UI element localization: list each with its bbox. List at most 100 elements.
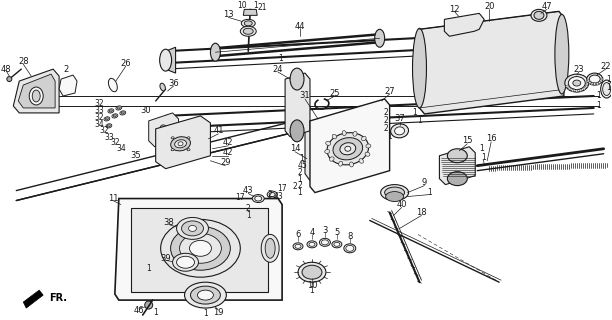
Ellipse shape [572,89,574,92]
Polygon shape [13,69,59,113]
Polygon shape [166,47,176,73]
Text: 4: 4 [309,228,315,237]
Ellipse shape [599,81,601,84]
Text: 37: 37 [394,114,405,124]
Text: 34: 34 [94,120,104,129]
Text: 1: 1 [479,144,483,153]
Ellipse shape [587,73,603,85]
Text: 1: 1 [596,92,601,100]
Ellipse shape [447,172,468,186]
Ellipse shape [188,225,196,231]
Polygon shape [18,74,55,108]
Text: 17: 17 [277,184,287,193]
Ellipse shape [108,125,110,127]
Ellipse shape [162,127,166,133]
Ellipse shape [319,238,330,246]
Ellipse shape [589,75,600,83]
Ellipse shape [244,28,253,34]
Ellipse shape [293,243,303,250]
Ellipse shape [171,137,190,151]
Ellipse shape [118,107,121,109]
Ellipse shape [290,120,304,142]
Ellipse shape [108,109,114,113]
Ellipse shape [333,138,363,160]
Ellipse shape [302,265,322,279]
Text: 40: 40 [397,200,407,209]
Ellipse shape [332,134,337,139]
Text: 1: 1 [606,83,611,92]
Ellipse shape [365,152,370,156]
Text: 1: 1 [387,132,392,141]
Text: 30: 30 [140,107,151,116]
Ellipse shape [244,21,252,26]
Text: 3: 3 [323,226,327,235]
Ellipse shape [177,256,195,268]
Ellipse shape [267,191,277,198]
Polygon shape [59,75,77,96]
Ellipse shape [594,83,595,85]
Ellipse shape [600,78,603,80]
Text: 1: 1 [412,108,417,117]
Ellipse shape [171,227,230,270]
Ellipse shape [171,149,174,151]
Text: 43: 43 [243,186,253,195]
Ellipse shape [326,141,330,145]
Polygon shape [285,73,310,137]
Ellipse shape [568,87,570,90]
Text: 1: 1 [203,308,208,317]
Ellipse shape [160,49,171,71]
Text: 41: 41 [213,126,223,135]
Ellipse shape [569,76,585,90]
Text: 1: 1 [481,153,485,162]
Ellipse shape [381,185,409,201]
Text: 25: 25 [330,89,340,98]
Ellipse shape [121,112,124,114]
Text: 43: 43 [273,192,283,201]
Ellipse shape [187,149,190,151]
Ellipse shape [359,159,364,163]
Ellipse shape [390,124,409,138]
Ellipse shape [600,80,603,82]
Ellipse shape [144,301,152,309]
Polygon shape [149,113,179,147]
Polygon shape [444,13,484,36]
Polygon shape [310,99,390,193]
Text: 2: 2 [383,116,388,125]
Text: 12: 12 [449,5,460,14]
Ellipse shape [265,238,275,258]
Text: 1: 1 [146,264,151,273]
Ellipse shape [385,187,405,198]
Text: 1: 1 [278,54,283,63]
Text: 33: 33 [104,133,114,142]
Ellipse shape [178,142,183,146]
Text: 42: 42 [223,138,234,147]
Ellipse shape [541,29,553,51]
Ellipse shape [591,82,593,85]
Ellipse shape [587,80,590,82]
Text: 47: 47 [542,2,552,11]
Text: 10: 10 [237,1,247,10]
Ellipse shape [329,157,334,161]
Text: 1: 1 [153,308,158,316]
Ellipse shape [447,149,468,163]
Ellipse shape [106,124,112,128]
Text: 6: 6 [296,230,300,239]
Ellipse shape [177,218,209,239]
Ellipse shape [565,74,589,92]
Ellipse shape [290,68,304,90]
Text: 31: 31 [300,92,310,100]
Text: 32: 32 [94,100,104,108]
Text: 42: 42 [223,148,234,157]
Ellipse shape [349,162,354,167]
Polygon shape [305,109,382,180]
Text: 2: 2 [246,204,251,213]
Text: 38: 38 [163,218,174,227]
Text: 27: 27 [384,86,395,96]
Ellipse shape [534,12,544,19]
Text: 28: 28 [18,57,29,66]
Text: 45: 45 [297,161,307,170]
Ellipse shape [104,117,110,121]
Ellipse shape [269,193,275,196]
Text: 48: 48 [1,65,12,74]
Ellipse shape [211,43,220,61]
